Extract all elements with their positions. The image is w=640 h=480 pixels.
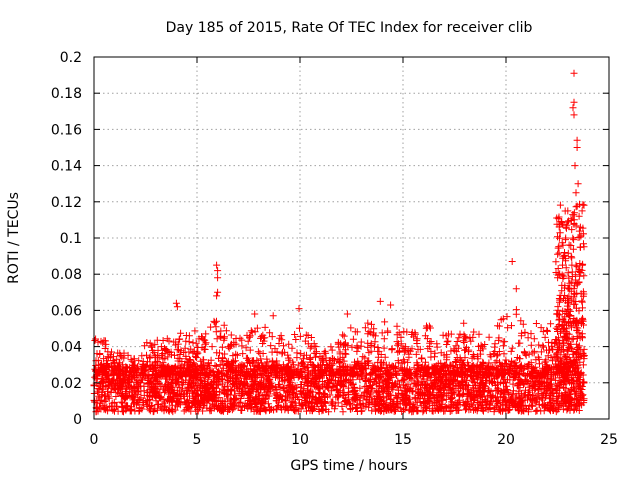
axis-tick-labels: 0 5 10 15 20 25 0 0.02 0.04 0.06 0.08 0.1 0.12 0.14 0.… — [51, 50, 618, 448]
chart-title: Day 185 of 2015, Rate Of TEC Index for r… — [166, 20, 533, 36]
y-tick-label: 0.02 — [51, 376, 82, 392]
y-tick-label: 0.14 — [51, 159, 82, 175]
x-tick-label: 10 — [291, 432, 309, 448]
x-axis-label: GPS time / hours — [290, 458, 407, 474]
axis-ticks — [93, 56, 610, 420]
x-tick-label: 15 — [394, 432, 412, 448]
y-tick-label: 0.16 — [51, 122, 82, 138]
y-axis-label: ROTI / TECUs — [6, 192, 22, 284]
y-tick-label: 0.12 — [51, 195, 82, 211]
y-tick-label: 0 — [73, 412, 82, 428]
x-tick-label: 20 — [497, 432, 515, 448]
y-tick-label: 0.1 — [60, 231, 82, 247]
roti-markers — [90, 69, 588, 416]
y-tick-label: 0.04 — [51, 340, 82, 356]
data-points — [90, 69, 588, 416]
y-tick-label: 0.2 — [60, 50, 82, 66]
x-tick-label: 25 — [600, 432, 618, 448]
y-tick-label: 0.06 — [51, 303, 82, 319]
x-tick-label: 5 — [193, 432, 202, 448]
y-tick-label: 0.08 — [51, 267, 82, 283]
x-tick-label: 0 — [90, 432, 99, 448]
y-tick-label: 0.18 — [51, 86, 82, 102]
